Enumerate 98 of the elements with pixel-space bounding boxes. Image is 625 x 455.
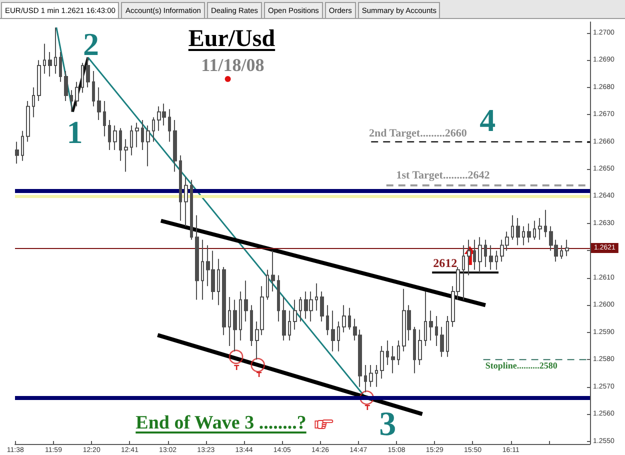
candlestick — [348, 307, 351, 330]
candlestick — [293, 299, 297, 330]
candlestick — [527, 222, 531, 244]
annotation: 1st Target.........2642 — [396, 170, 490, 182]
annotation: End of Wave 3 ........? — [136, 412, 306, 434]
candlestick — [320, 291, 324, 322]
candlestick — [544, 209, 547, 238]
candlestick — [250, 304, 253, 346]
point — [250, 358, 265, 372]
candlestick — [560, 244, 563, 260]
candlestick — [533, 220, 536, 240]
candlestick — [495, 250, 498, 270]
candlestick — [135, 122, 139, 148]
candlestick — [97, 86, 101, 121]
candlestick — [565, 239, 569, 257]
candlestick — [435, 316, 438, 346]
candlestick — [364, 364, 367, 393]
candlestick — [152, 116, 155, 142]
candlestick — [538, 218, 542, 240]
candlestick — [92, 70, 95, 107]
candlestick — [511, 214, 514, 240]
candlestick — [70, 90, 73, 112]
candlestick — [103, 100, 106, 137]
candlestick — [108, 120, 111, 150]
candlestick — [15, 141, 19, 164]
candlestick — [429, 310, 433, 342]
candlestick — [337, 320, 340, 352]
candlestick — [239, 291, 242, 342]
candlestick — [397, 340, 400, 366]
candlestick — [179, 154, 182, 222]
candlestick — [173, 120, 177, 172]
text: 11/18/08 — [201, 55, 264, 75]
candlestick — [21, 130, 24, 162]
candlestick — [271, 250, 275, 292]
candlestick — [315, 282, 318, 312]
candlestick — [59, 51, 62, 82]
candlestick — [26, 100, 30, 142]
candlestick — [244, 280, 248, 322]
candlestick — [64, 70, 68, 102]
candlestick — [266, 269, 269, 300]
candlestick — [282, 296, 286, 342]
candlestick — [86, 56, 90, 88]
candlestick — [48, 51, 52, 77]
candlestick — [195, 214, 199, 300]
chart-title: Eur/Usd — [188, 26, 276, 52]
candlestick — [190, 179, 193, 240]
candlestick — [37, 60, 41, 102]
candlestick — [130, 124, 133, 156]
candlestick — [54, 26, 57, 74]
candlestick — [446, 316, 449, 358]
candlestick — [119, 128, 122, 162]
candlestick — [326, 304, 329, 336]
candlestick — [43, 43, 46, 74]
point — [228, 350, 244, 364]
candlestick — [228, 296, 231, 346]
candlestick — [331, 310, 335, 352]
candlestick — [141, 120, 144, 150]
candlestick — [522, 226, 525, 246]
point — [360, 390, 374, 405]
candlestick — [386, 340, 389, 366]
candlestick — [391, 345, 395, 374]
annotation: 3 — [379, 406, 396, 443]
candlestick — [484, 239, 487, 268]
candlestick — [369, 364, 373, 388]
candlestick — [440, 326, 444, 358]
candlestick — [462, 244, 465, 300]
candlestick — [75, 81, 79, 107]
candlestick — [478, 236, 482, 273]
annotation: Stopline..........2580 — [485, 360, 558, 370]
candlestick — [124, 138, 128, 172]
candlestick — [222, 266, 226, 336]
annotation: 4 — [480, 102, 496, 138]
candlestick — [342, 304, 346, 333]
candlestick — [473, 239, 476, 270]
candlestick — [516, 218, 520, 246]
candlestick — [413, 326, 416, 374]
candlestick — [217, 258, 220, 306]
candlestick — [113, 124, 117, 150]
candlestick — [184, 176, 188, 227]
annotation: 2 — [82, 26, 99, 62]
annotation: 1 — [66, 114, 83, 150]
candlestick — [299, 296, 302, 322]
candlestick — [233, 299, 237, 352]
candlestick — [424, 291, 427, 346]
candlestick — [418, 329, 422, 366]
candlestick — [277, 274, 280, 322]
candlestick — [489, 244, 493, 270]
candlestick — [375, 364, 378, 388]
candlestick — [81, 62, 84, 94]
candlestick — [168, 108, 171, 142]
annotation: 2nd Target.........2660 — [369, 127, 467, 140]
annotation: 2612 — [433, 256, 458, 270]
candlestick — [32, 86, 35, 118]
candlestick — [467, 239, 471, 276]
candlestick — [288, 310, 291, 342]
candlestick — [201, 239, 204, 300]
candlestick — [146, 124, 150, 167]
candlestick — [380, 345, 384, 380]
